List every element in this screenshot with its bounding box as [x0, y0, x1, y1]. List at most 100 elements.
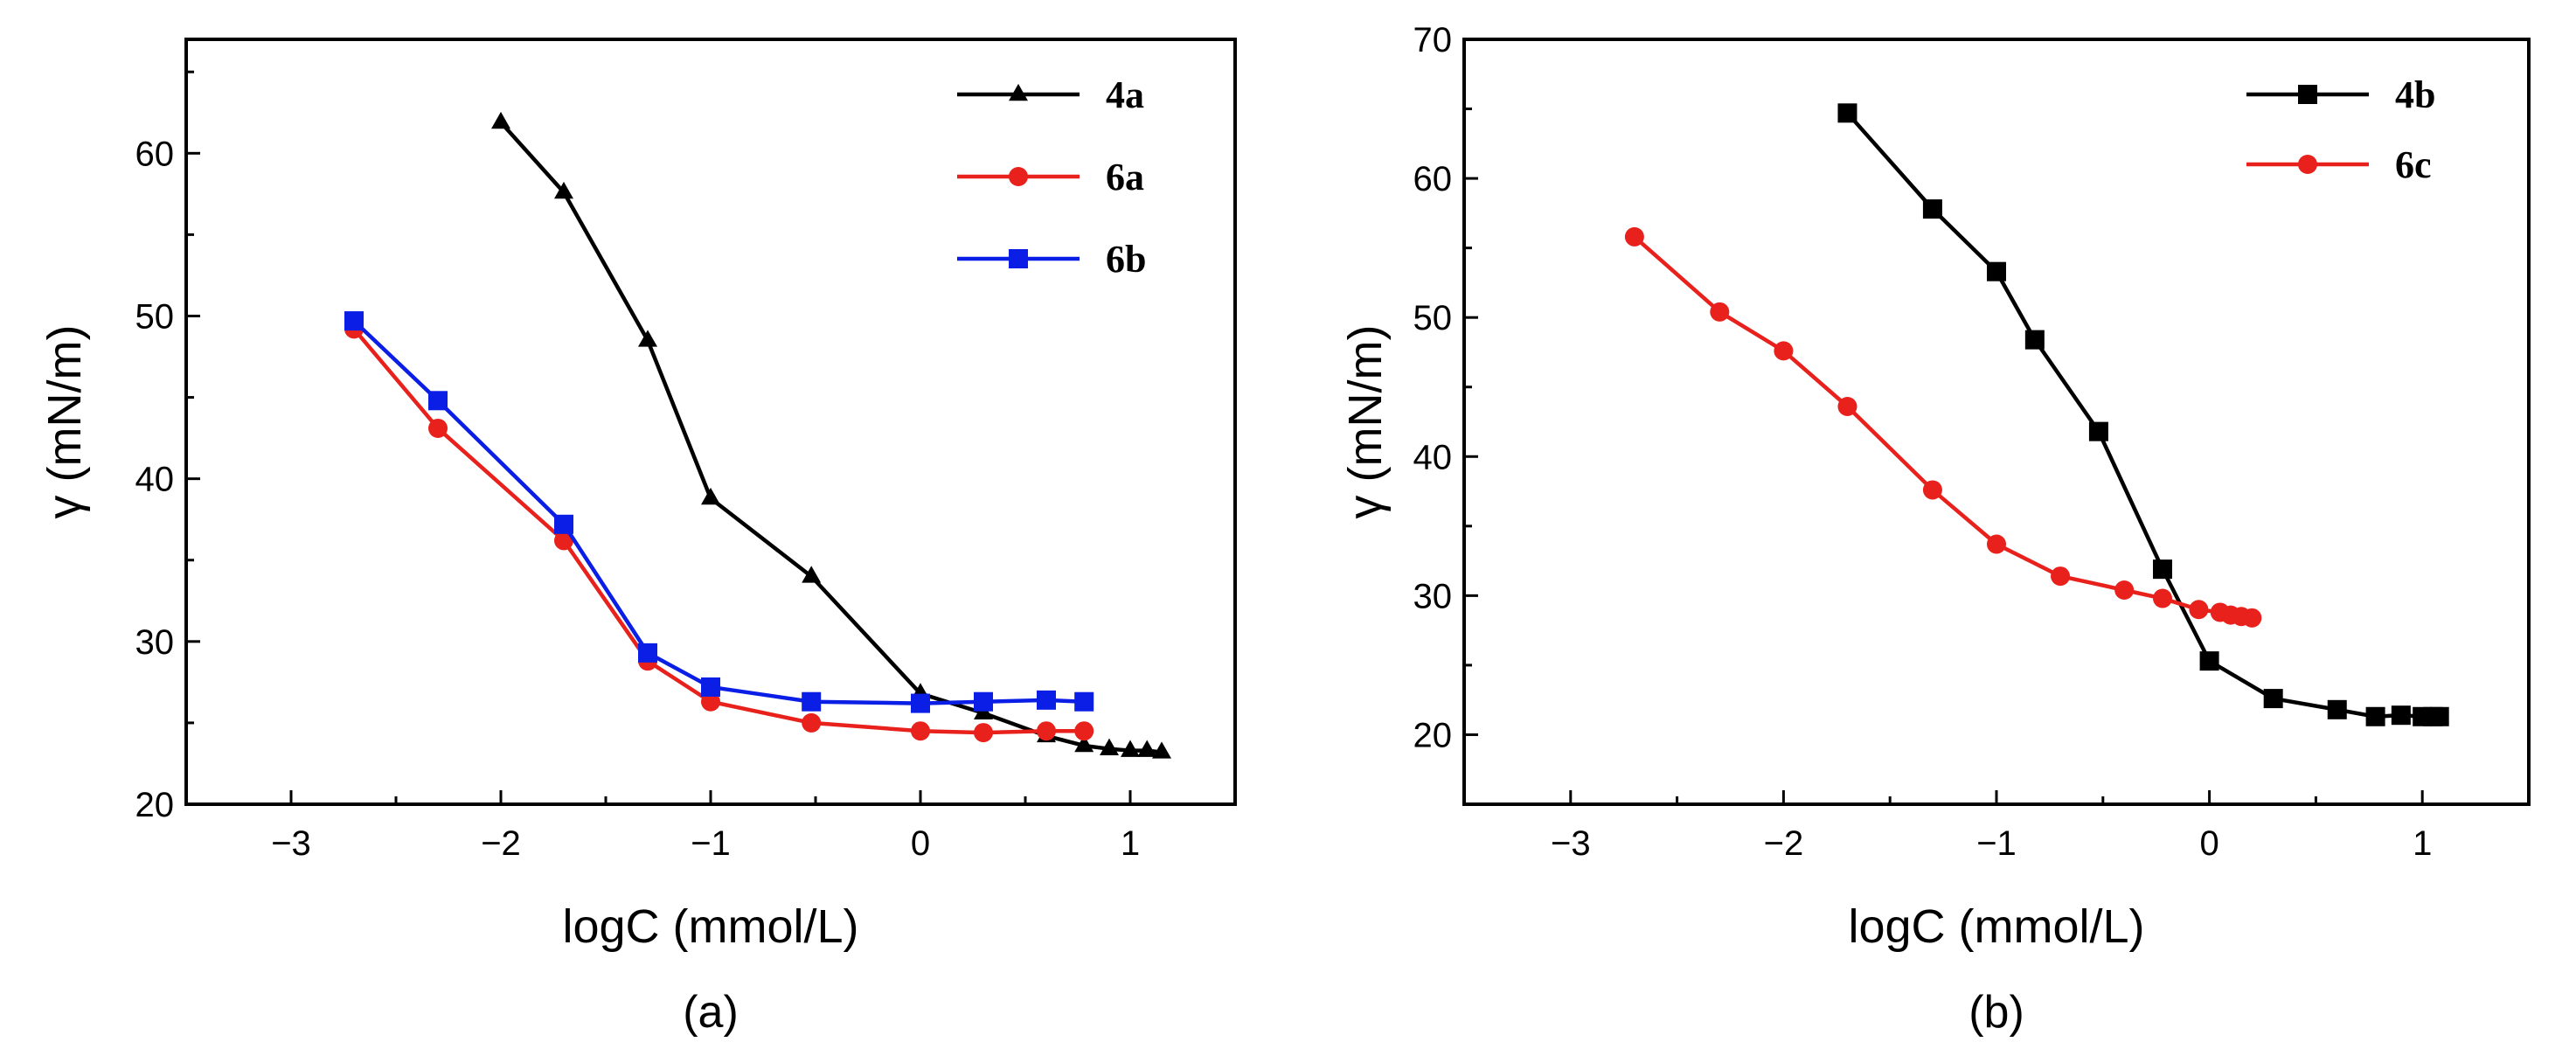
data-point-6a — [802, 712, 822, 733]
legend-label: 6c — [2395, 143, 2432, 186]
data-point-6c — [2153, 588, 2173, 608]
legend-marker — [1009, 249, 1028, 268]
data-point-6c — [2114, 580, 2135, 600]
series-6b — [344, 311, 1094, 713]
legend-entry-6b: 6b — [957, 238, 1146, 281]
data-point-6b — [802, 691, 822, 712]
data-point-6a — [701, 691, 720, 712]
x-tick-label: −1 — [691, 824, 731, 863]
data-point-6a — [1074, 721, 1094, 741]
legend-label: 6b — [1106, 238, 1146, 281]
data-point-6b — [1074, 691, 1094, 712]
data-point-6a — [1037, 721, 1056, 741]
data-point-6a — [428, 418, 448, 438]
x-axis-title: logC (mmol/L) — [1848, 900, 2144, 953]
data-point-4b — [2088, 421, 2108, 441]
data-point-4a — [802, 566, 822, 583]
panel-label: (a) — [683, 987, 739, 1038]
data-point-4b — [2153, 559, 2173, 580]
series-line-4a — [499, 121, 1163, 754]
data-point-6c — [2051, 566, 2071, 587]
data-point-4b — [1922, 199, 1942, 219]
legend-entry-6a: 6a — [957, 156, 1144, 198]
data-point-4a — [1137, 740, 1157, 757]
legend-entry-4b: 4b — [2246, 73, 2435, 116]
x-tick-label: −2 — [481, 824, 521, 863]
data-point-4a — [1121, 740, 1140, 757]
legend-marker — [2298, 85, 2317, 104]
data-point-4b — [2365, 706, 2385, 726]
y-tick-label: 40 — [135, 461, 175, 499]
data-point-4b — [1837, 103, 1857, 123]
legend-label: 4a — [1106, 73, 1144, 116]
panel-a-chart: −3 −2 −1 0 1 20 30 40 50 60 logC (mmol/L) γ (mN/m) (… — [38, 38, 1237, 1038]
series-line-6a — [352, 327, 1085, 735]
data-point-4b — [1987, 261, 2006, 281]
data-point-4a — [701, 487, 720, 505]
y-tick-label: 70 — [1413, 21, 1453, 59]
legend-label: 4b — [2395, 73, 2435, 116]
x-axis-title: logC (mmol/L) — [562, 900, 858, 953]
data-point-6c — [1624, 226, 1644, 247]
y-tick-label: 60 — [1413, 160, 1453, 198]
x-tick-label: −2 — [1764, 824, 1804, 863]
data-point-4a — [638, 330, 657, 347]
series-4a — [491, 111, 1171, 759]
series-line-6b — [352, 319, 1085, 705]
y-tick-label: 50 — [1413, 299, 1453, 337]
data-point-6b — [344, 311, 364, 331]
data-point-6c — [2189, 600, 2209, 620]
data-point-6b — [1037, 690, 1056, 710]
x-tick-label: −3 — [1551, 824, 1591, 863]
y-axis-title: γ (mN/m) — [1339, 325, 1392, 519]
legend-entry-6c: 6c — [2246, 143, 2432, 186]
data-point-6c — [1837, 397, 1857, 416]
y-tick-label: 50 — [135, 297, 175, 336]
data-point-4a — [554, 181, 573, 199]
data-point-6c — [1710, 302, 1730, 322]
legend-entry-4a: 4a — [957, 73, 1144, 116]
data-point-6b — [638, 643, 657, 663]
x-tick-label: 0 — [911, 824, 930, 863]
series-4b — [1837, 103, 2449, 726]
x-tick-label: −1 — [1976, 824, 2017, 863]
data-point-6b — [974, 691, 993, 712]
x-tick-label: 1 — [2413, 824, 2432, 863]
data-point-6c — [1987, 534, 2006, 554]
data-point-4b — [2199, 651, 2219, 671]
data-point-6a — [911, 721, 930, 741]
data-point-6a — [974, 723, 993, 743]
data-point-4a — [1074, 734, 1094, 753]
y-tick-label: 60 — [135, 135, 175, 173]
legend-marker — [1009, 167, 1028, 186]
data-point-4a — [491, 111, 510, 129]
y-tick-label: 20 — [1413, 716, 1453, 754]
plot-frame — [1462, 38, 2531, 806]
data-point-4a — [1100, 738, 1119, 755]
x-tick-label: 0 — [2199, 824, 2218, 863]
y-axis-title: γ (mN/m) — [38, 325, 91, 519]
data-point-6b — [911, 693, 930, 713]
data-point-6b — [554, 514, 573, 534]
data-point-6c — [2242, 608, 2262, 628]
panel-b-chart: −3 −2 −1 0 1 20 30 40 50 60 70 logC (mmol/L) γ (mN/m… — [1339, 21, 2531, 1038]
data-point-4b — [2429, 706, 2449, 726]
y-tick-label: 20 — [135, 786, 175, 824]
data-point-6b — [428, 391, 448, 411]
y-tick-label: 40 — [1413, 438, 1453, 476]
legend-marker — [1009, 83, 1028, 101]
legend-label: 6a — [1106, 156, 1144, 198]
data-point-6c — [1774, 341, 1794, 361]
x-tick-label: 1 — [1121, 824, 1140, 863]
data-point-6c — [1922, 480, 1942, 500]
x-tick-label: −3 — [271, 824, 311, 863]
data-point-6b — [701, 677, 720, 697]
series-6c — [1624, 226, 2262, 628]
data-point-4b — [2391, 705, 2411, 726]
data-point-4b — [2024, 330, 2045, 350]
data-point-4a — [1152, 741, 1171, 759]
data-point-6a — [554, 531, 573, 551]
data-point-4b — [2263, 689, 2283, 709]
y-tick-label: 30 — [135, 623, 175, 662]
